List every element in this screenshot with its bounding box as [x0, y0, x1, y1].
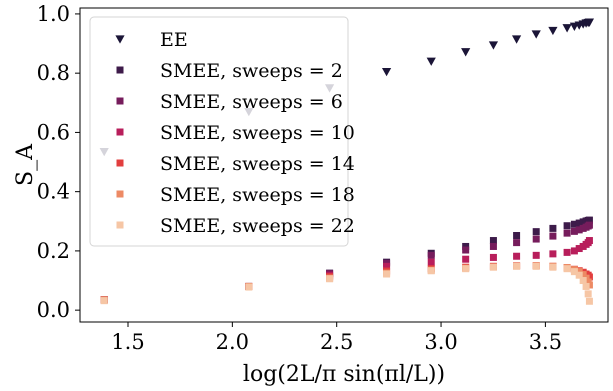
series-0: [99, 18, 595, 157]
data-point: [549, 250, 557, 258]
data-point: [100, 297, 108, 305]
data-point: [383, 262, 391, 270]
data-point: [462, 265, 470, 273]
y-axis-label: S_A: [13, 143, 38, 186]
x-axis-label: log(2L/π sin(πl/L)): [243, 362, 445, 387]
data-point: [549, 224, 557, 232]
data-point: [462, 255, 470, 263]
data-point: [549, 263, 557, 271]
legend-entry: SMEE, sweeps = 10: [160, 122, 355, 144]
data-point: [462, 246, 470, 254]
data-point: [575, 219, 583, 227]
data-point: [570, 220, 578, 228]
legend-entry: SMEE, sweeps = 6: [160, 91, 343, 113]
data-point: [462, 242, 470, 250]
series-3: [100, 237, 593, 304]
data-point: [461, 48, 471, 57]
legend-marker: [115, 35, 125, 44]
data-point: [585, 237, 593, 245]
plot-frame: [79, 7, 609, 323]
y-tick-label: 0.4: [37, 180, 70, 204]
data-point: [562, 24, 572, 33]
data-point: [513, 262, 521, 270]
data-point: [548, 26, 558, 36]
data-point: [383, 270, 391, 278]
series-6: [100, 262, 593, 305]
data-point: [563, 248, 571, 256]
data-point: [563, 229, 571, 237]
data-point: [585, 216, 593, 224]
data-point: [488, 41, 499, 50]
data-point: [426, 57, 436, 66]
legend-marker: [116, 128, 124, 136]
data-point: [585, 221, 593, 229]
legend-marker: [116, 66, 124, 74]
data-point: [563, 222, 571, 230]
data-point: [427, 251, 435, 259]
legend-entry: SMEE, sweeps = 22: [160, 215, 355, 237]
data-point: [585, 297, 593, 305]
y-tick-label: 0.0: [37, 298, 70, 322]
x-tick-label: 2.5: [320, 330, 353, 354]
x-tick-label: 1.5: [111, 330, 144, 354]
data-point: [489, 237, 497, 245]
data-point: [427, 258, 435, 266]
data-point: [570, 227, 578, 235]
y-tick-label: 0.6: [37, 120, 70, 144]
data-point: [570, 247, 578, 255]
data-point: [563, 265, 571, 273]
data-point: [513, 232, 521, 240]
data-point: [549, 232, 557, 240]
data-point: [511, 35, 522, 44]
data-point: [427, 267, 435, 275]
legend-box: [89, 16, 349, 247]
x-tick-label: 3.5: [529, 330, 562, 354]
x-tick-label: 2.0: [216, 330, 249, 354]
legend-marker: [116, 221, 124, 229]
data-point: [326, 275, 334, 283]
legend-marker: [116, 190, 124, 198]
x-tick-label: 3.0: [424, 330, 457, 354]
y-tick-label: 1.0: [37, 2, 70, 26]
data-point: [579, 271, 587, 279]
data-point: [570, 268, 578, 276]
data-point: [532, 228, 540, 236]
data-point: [489, 263, 497, 271]
data-point: [575, 271, 583, 279]
data-point: [513, 252, 521, 260]
data-point: [584, 290, 592, 298]
data-point: [532, 262, 540, 270]
y-tick-label: 0.2: [37, 239, 70, 263]
legend-entry: SMEE, sweeps = 14: [160, 153, 355, 175]
data-point: [489, 253, 497, 261]
legend-marker: [116, 97, 124, 105]
data-point: [532, 235, 540, 243]
data-point: [575, 226, 583, 234]
legend-marker: [116, 159, 124, 167]
legend-entry: SMEE, sweeps = 2: [160, 60, 343, 82]
legend-entry: EE: [160, 29, 188, 51]
y-tick-label: 0.8: [37, 61, 70, 85]
data-point: [245, 283, 253, 291]
data-point: [584, 18, 595, 27]
data-point: [489, 242, 497, 250]
data-point: [575, 245, 583, 253]
data-point: [582, 282, 590, 290]
data-point: [579, 277, 587, 285]
data-point: [532, 251, 540, 259]
data-point: [381, 68, 392, 77]
data-point: [513, 239, 521, 247]
data-point: [531, 30, 541, 39]
data-point: [575, 268, 583, 276]
legend-entry: SMEE, sweeps = 18: [160, 184, 355, 206]
